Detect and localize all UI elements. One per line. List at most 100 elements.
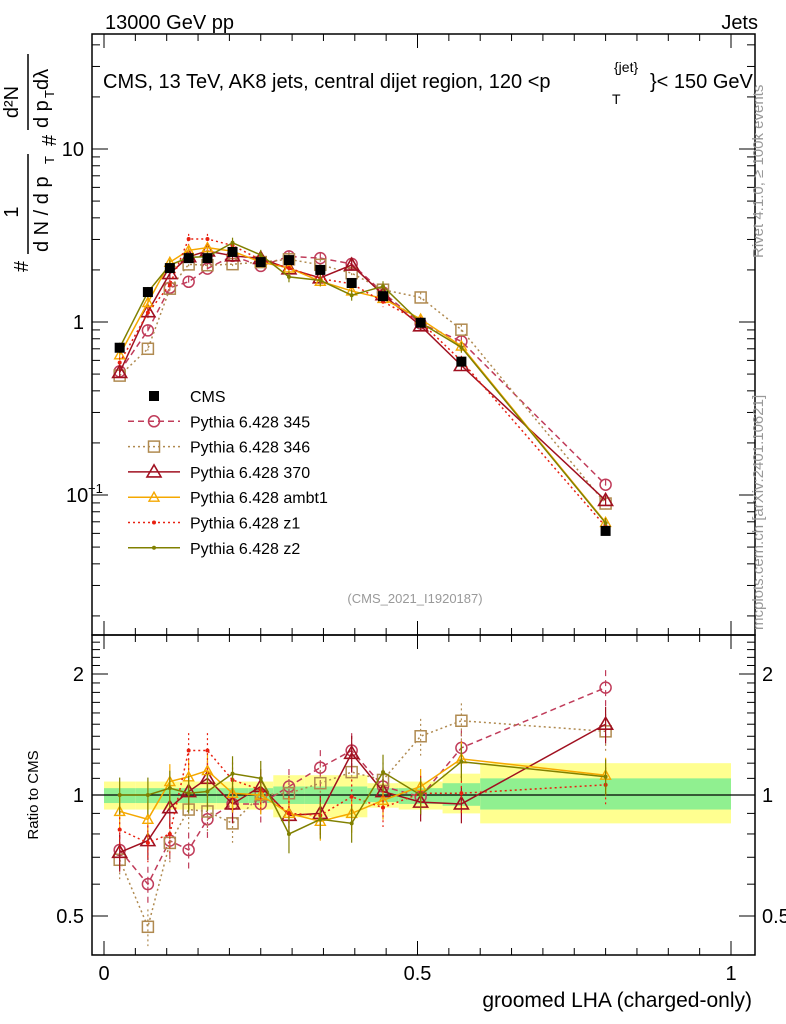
y-label-den1-sub: T	[42, 156, 57, 164]
ratio-point-345	[314, 761, 327, 774]
point-z1	[167, 282, 172, 287]
point-z1	[205, 236, 210, 241]
point-370	[111, 363, 129, 379]
point-z2	[349, 293, 354, 298]
main-series	[111, 233, 614, 536]
ratio-point-z2	[459, 759, 464, 764]
ratio-point-346	[455, 714, 468, 728]
ratio-point-370	[452, 795, 470, 810]
ratio-point-ambt1	[226, 786, 239, 798]
ratio-point-ambt1	[141, 812, 155, 825]
point-370	[343, 256, 361, 271]
ratio-line-z1	[119, 749, 606, 844]
y-label-hash2: #	[39, 134, 61, 146]
legend-label-z2: Pythia 6.428 z2	[190, 541, 300, 558]
point-z2	[603, 521, 608, 526]
ratio-point-z1	[381, 805, 386, 810]
y-label-num1: 1	[1, 206, 23, 217]
data-point-cms	[255, 257, 266, 268]
plot-title-sup: {jet}	[614, 59, 638, 75]
ratio-point-z2	[186, 791, 191, 796]
x-tick-label: 1	[725, 963, 736, 985]
analysis-id: (CMS_2021_I1920187)	[347, 591, 482, 606]
legend-marker-cms	[149, 391, 159, 401]
legend-label-cms: CMS	[190, 389, 226, 406]
y-tick-label-main: 10	[66, 485, 88, 507]
legend: CMS Pythia 6.428 345 Pythia 6.428 346 Pythi…	[128, 389, 328, 558]
data-point-cms	[183, 253, 194, 264]
ratio-point-370	[161, 799, 179, 814]
plot-title-tail: }< 150 GeV	[650, 71, 754, 93]
point-z1	[145, 310, 150, 315]
ratio-line-z2	[119, 760, 606, 835]
data-point-cms	[415, 317, 426, 328]
point-z2	[318, 278, 323, 283]
ratio-point-z1	[349, 794, 354, 799]
y-tick-label-main: 1	[73, 312, 84, 334]
legend-label-346: Pythia 6.428 346	[190, 440, 310, 457]
point-z2	[286, 274, 291, 279]
series-line-370	[118, 250, 607, 502]
data-point-cms	[315, 264, 326, 275]
data-point-cms	[227, 246, 238, 257]
point-345	[141, 324, 155, 337]
ratio-point-z2	[286, 831, 291, 836]
legend-marker-ambt1	[147, 490, 161, 502]
ratio-point-z2	[349, 821, 354, 826]
legend-marker-346	[147, 440, 161, 453]
ratio-point-z2	[145, 793, 150, 797]
data-point-cms	[142, 287, 153, 298]
ratio-point-z2	[117, 793, 122, 797]
point-345	[182, 275, 195, 289]
legend-marker-370	[145, 463, 163, 478]
point-346	[141, 342, 155, 356]
y-label-den2: d p	[31, 100, 53, 128]
point-345	[314, 251, 327, 265]
ratio-point-ambt1	[376, 793, 390, 806]
ratio-point-z2	[318, 817, 323, 822]
data-point-cms	[283, 255, 294, 266]
legend-label-z1: Pythia 6.428 z1	[190, 516, 300, 533]
point-z2	[381, 284, 386, 289]
y-tick-label-ratio: 0.5	[56, 906, 84, 928]
point-z1	[186, 236, 191, 241]
y-tick-label-ratio-right: 0.5	[762, 906, 786, 928]
data-point-cms	[164, 263, 175, 274]
point-z2	[459, 345, 464, 350]
y-tick-label-ratio: 2	[73, 664, 84, 686]
ratio-point-370	[111, 843, 129, 859]
x-axis-label: groomed LHA (charged-only)	[482, 989, 752, 1012]
y-tick-label-ratio: 1	[73, 785, 84, 807]
ratio-series	[111, 670, 614, 947]
point-346	[414, 291, 427, 304]
point-z1	[117, 360, 122, 365]
data-point-cms	[600, 525, 611, 536]
series-line-346	[119, 258, 607, 504]
ratio-point-z1	[286, 811, 291, 816]
point-346	[455, 323, 468, 336]
y-label-den2-sub: T	[42, 90, 57, 98]
point-370	[139, 303, 157, 318]
ratio-point-345	[599, 681, 612, 694]
point-345	[599, 478, 612, 491]
y-tick-label-main: 10	[62, 139, 84, 161]
ratio-point-346	[141, 920, 155, 934]
ratio-line-345	[119, 686, 606, 886]
ratio-point-z2	[381, 770, 386, 775]
rivet-label: Rivet 4.1.0, ≥ 100k events	[750, 85, 767, 258]
ratio-point-ambt1	[113, 805, 126, 817]
ratio-point-z1	[205, 748, 210, 753]
ratio-point-z1	[167, 831, 172, 836]
ratio-point-345	[182, 843, 195, 857]
ratio-point-345	[141, 877, 155, 891]
ratio-point-370	[597, 715, 614, 731]
series-line-z1	[119, 238, 607, 528]
x-tick-label: 0.5	[404, 963, 432, 985]
data-point-cms	[114, 342, 125, 353]
point-z2	[258, 252, 263, 257]
y-label-den1: d N / d p	[31, 176, 53, 252]
y-tick-label-ratio-right: 1	[762, 785, 773, 807]
ratio-point-370	[343, 744, 361, 760]
